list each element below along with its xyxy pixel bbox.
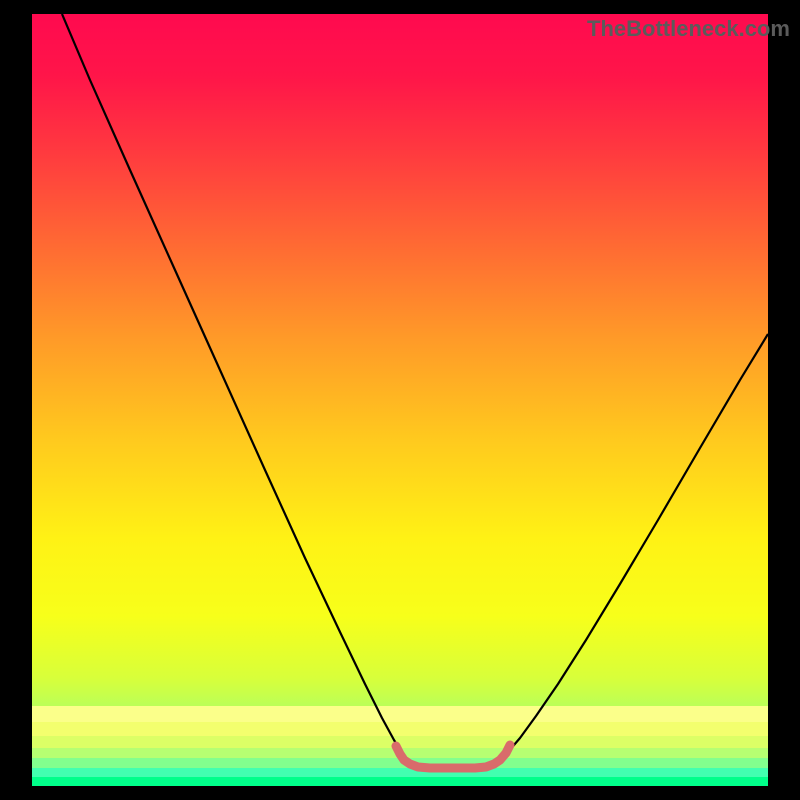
color-band: [32, 706, 768, 722]
chart-svg: [32, 14, 768, 786]
color-band: [32, 777, 768, 786]
color-band: [32, 722, 768, 736]
gradient-background: [32, 14, 768, 786]
plot-area: [32, 14, 768, 786]
color-band: [32, 768, 768, 777]
watermark-text: TheBottleneck.com: [587, 16, 790, 42]
